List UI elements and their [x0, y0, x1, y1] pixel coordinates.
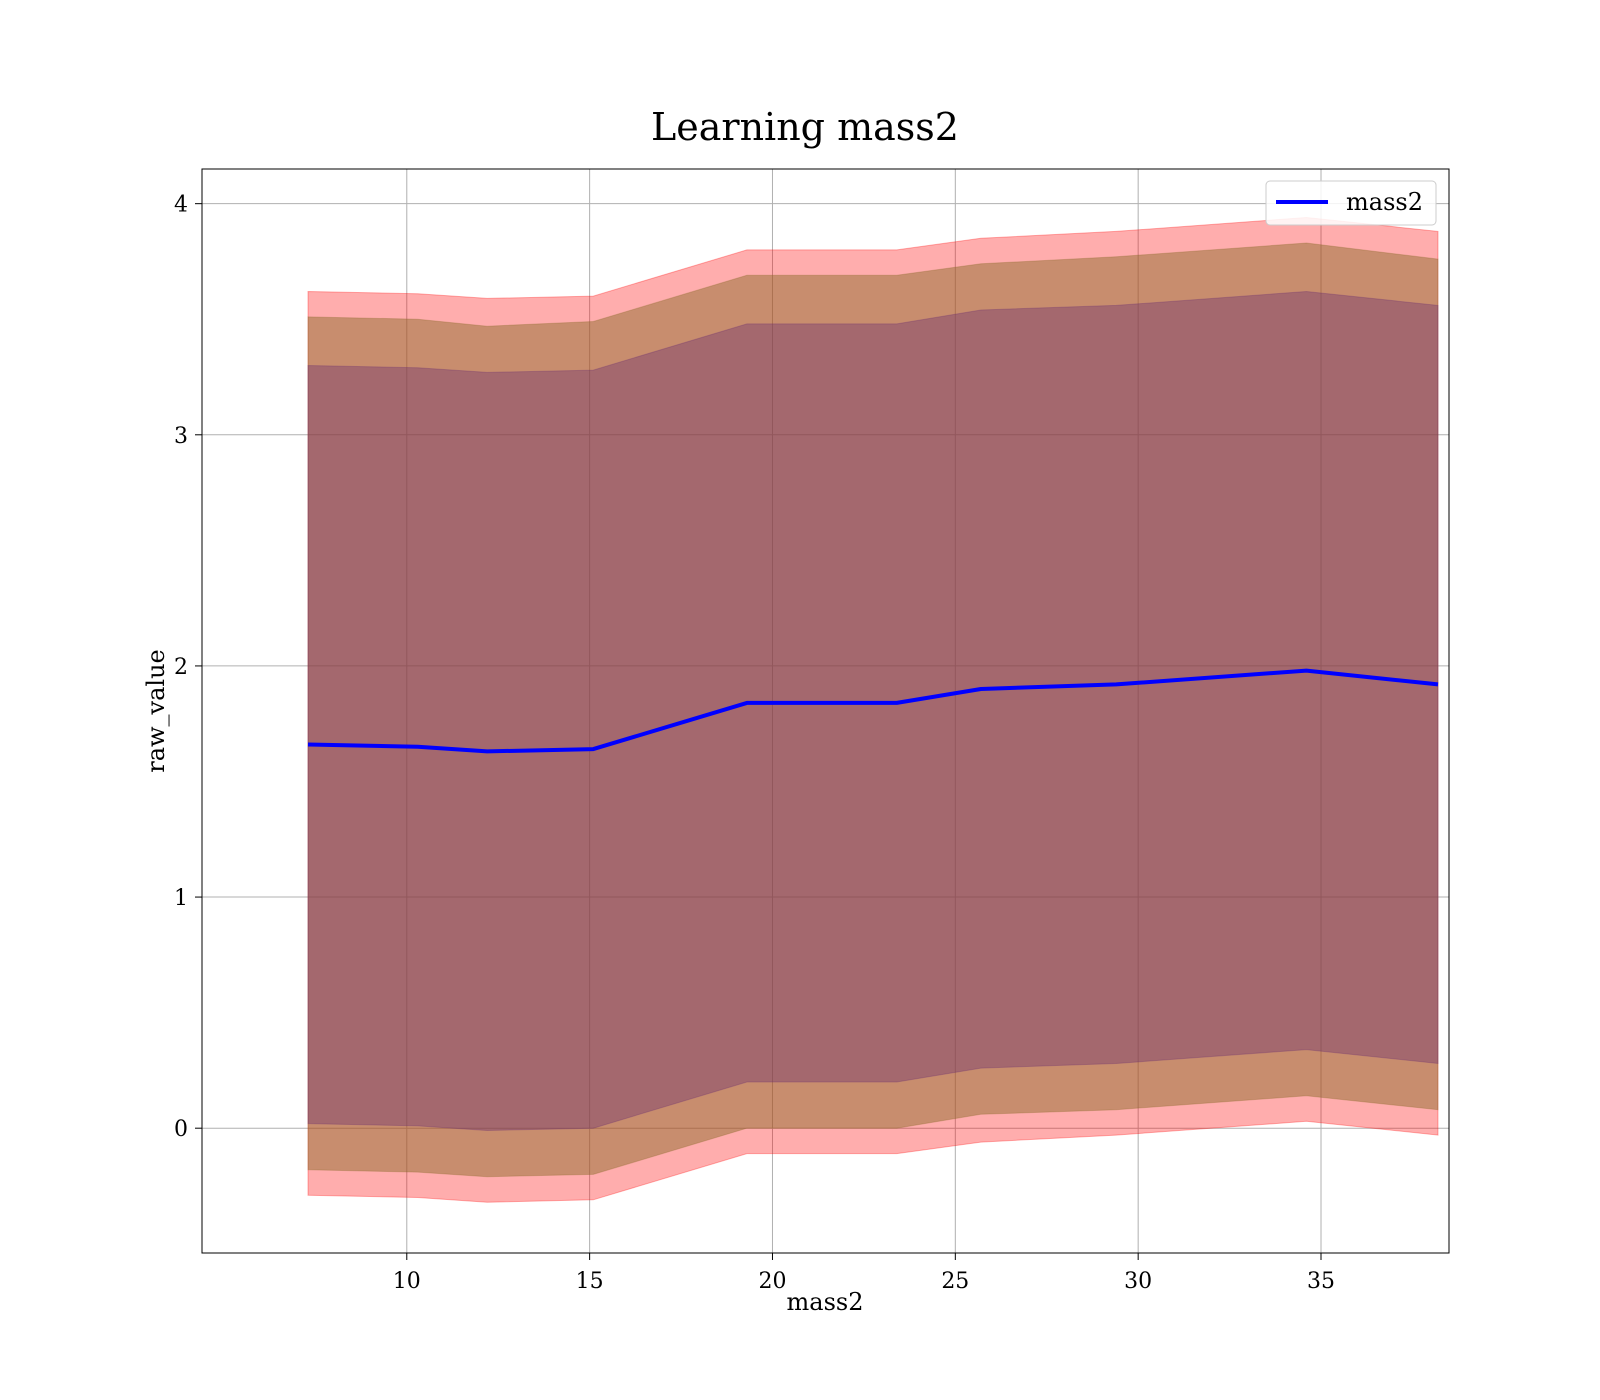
y-axis-label: raw_value — [142, 649, 170, 773]
y-tick-label: 3 — [174, 424, 188, 449]
chart-title: Learning mass2 — [651, 105, 959, 149]
legend-label-mass2: mass2 — [1346, 188, 1423, 216]
x-tick-label: 20 — [758, 1269, 786, 1294]
legend: mass2 — [1265, 180, 1437, 226]
y-tick-label: 2 — [174, 655, 188, 680]
y-tick-label: 4 — [174, 193, 188, 218]
x-tick-label: 15 — [576, 1269, 604, 1294]
axis-ticks: 10 15 20 25 30 35 0 1 2 3 4 — [174, 193, 1335, 1294]
series-line-mass2 — [307, 668, 1439, 754]
y-tick-label: 1 — [174, 886, 188, 911]
confidence-bands — [307, 216, 1439, 1203]
x-tick-label: 35 — [1307, 1269, 1335, 1294]
y-tick-label: 0 — [174, 1117, 188, 1142]
legend-box — [1265, 180, 1437, 226]
plot-frame — [201, 168, 1450, 1254]
confidence-band-2 — [307, 242, 1439, 1178]
x-tick-label: 25 — [941, 1269, 969, 1294]
series-lines — [307, 668, 1439, 754]
x-axis-label: mass2 — [787, 1288, 864, 1316]
confidence-band-1 — [307, 216, 1439, 1203]
confidence-band-3 — [307, 290, 1439, 1132]
grid — [202, 169, 1449, 1253]
x-tick-label: 10 — [393, 1269, 421, 1294]
x-tick-label: 30 — [1124, 1269, 1152, 1294]
